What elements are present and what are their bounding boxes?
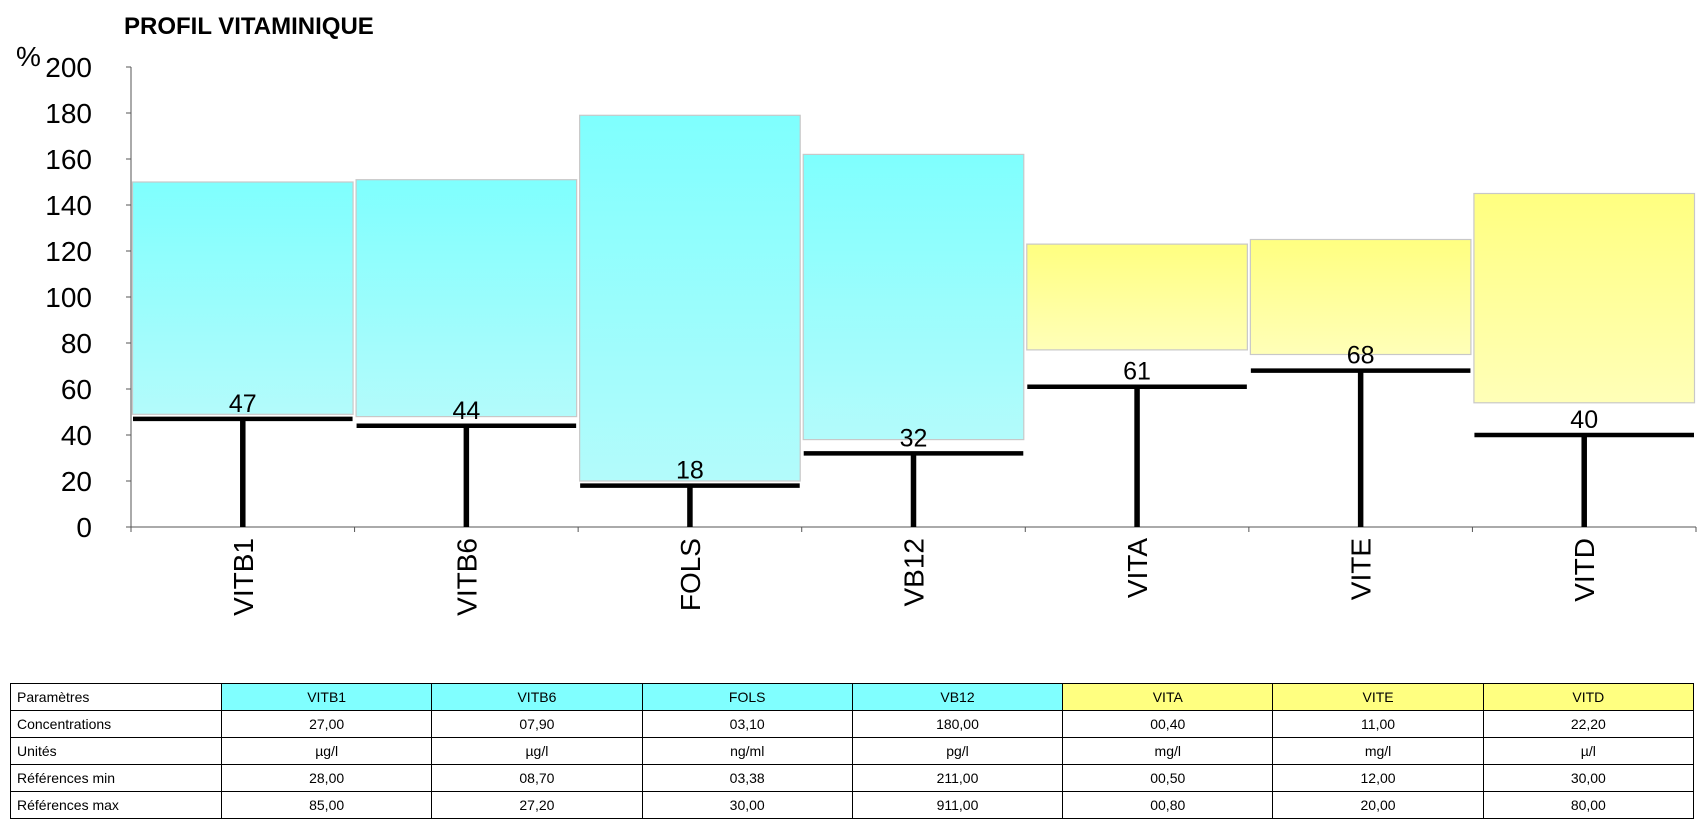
table-row: Concentrations 27,00 07,90 03,10 180,00 00,40… [10,710,1695,738]
y-tick-label: 120 [45,236,92,267]
table-cell: 22,20 [1482,710,1695,738]
table-cell: ng/ml [641,737,853,765]
reference-range-fols [579,114,801,482]
table-column-header: VITE [1272,683,1484,711]
parameters-table: Paramètres VITB1 VITB6 FOLS VB12 VITA VITE VITD… [10,683,1695,819]
value-label-vitb1: 47 [229,390,257,418]
y-tick-label: 80 [61,328,92,359]
value-label-fols: 18 [676,457,704,485]
y-tick-label: 100 [45,282,92,313]
value-label-vitb6: 44 [452,397,480,425]
table-row-label: Concentrations [10,710,222,738]
y-tick-label: 40 [61,420,92,451]
table-cell: 85,00 [220,791,433,819]
table-cell: 12,00 [1272,764,1484,792]
table-cell: 08,70 [431,764,643,792]
x-tick-label-vb12: VB12 [899,538,930,607]
table-cell: mg/l [1272,737,1484,765]
table-cell: pg/l [851,737,1064,765]
table-cell: 00,40 [1062,710,1274,738]
table-column-header: VITB6 [431,683,643,711]
reference-range-vitd [1473,192,1696,404]
reference-range-vitb1 [131,181,354,415]
table-cell: 211,00 [851,764,1064,792]
table-row: Unités µg/l µg/l ng/ml pg/l mg/l mg/l µ/l [10,737,1695,765]
table-row-label: Unités [10,737,222,765]
y-tick-label: 160 [45,144,92,175]
x-tick-label-vite: VITE [1346,538,1377,600]
value-markers: 47 44 18 32 61 68 40 [133,342,1694,527]
table-column-header: VITD [1482,683,1695,711]
value-label-vita: 61 [1123,358,1151,386]
table-column-header: FOLS [641,683,853,711]
table-column-header: VITA [1062,683,1274,711]
table-cell: µ/l [1482,737,1695,765]
table-cell: 00,50 [1062,764,1274,792]
y-tick-label: 60 [61,374,92,405]
reference-range-vite [1249,238,1472,356]
table-cell: µg/l [431,737,643,765]
table-cell: 07,90 [431,710,643,738]
table-cell: 30,00 [641,791,853,819]
table-row-label: Références max [10,791,222,819]
table-cell: 911,00 [851,791,1064,819]
x-tick-label-vita: VITA [1122,538,1153,598]
y-tick-label: 0 [76,512,92,543]
table-cell: 27,20 [431,791,643,819]
vitamin-profile-chart: PROFIL VITAMINIQUE % 0 20 40 60 80 100 120 140 1… [16,13,1697,616]
y-tick-label: 140 [45,190,92,221]
x-tick-label-vitb6: VITB6 [451,538,482,616]
x-tick-label-vitd: VITD [1569,538,1600,602]
table-column-header: VITB1 [220,683,433,711]
y-axis: 0 20 40 60 80 100 120 140 160 180 200 [45,52,132,543]
reference-range-vita [1026,243,1248,351]
table-row-label: Références min [10,764,222,792]
y-axis-unit: % [16,41,41,72]
table-cell: 00,80 [1062,791,1274,819]
value-label-vite: 68 [1347,342,1375,370]
table-cell: 20,00 [1272,791,1484,819]
x-tick-label-vitb1: VITB1 [228,538,259,616]
table-cell: 30,00 [1482,764,1695,792]
table-row: Références min 28,00 08,70 03,38 211,00 00,50… [10,764,1695,792]
table-cell: mg/l [1062,737,1274,765]
table-cell: 80,00 [1482,791,1695,819]
x-axis: VITB1 VITB6 FOLS VB12 VITA VITE VITD [130,526,1697,616]
y-tick-label: 180 [45,98,92,129]
y-tick-label: 200 [45,52,92,83]
value-label-vb12: 32 [900,424,928,452]
chart-title: PROFIL VITAMINIQUE [124,13,374,40]
reference-ranges [131,114,1696,482]
x-tick-label-fols: FOLS [675,538,706,611]
value-label-vitd: 40 [1570,406,1598,434]
reference-range-vb12 [802,153,1025,441]
table-header-row: Paramètres VITB1 VITB6 FOLS VB12 VITA VITE VITD [10,683,1695,711]
table-row: Références max 85,00 27,20 30,00 911,00 00,80… [10,791,1695,819]
table-cell: 11,00 [1272,710,1484,738]
table-cell: 180,00 [851,710,1064,738]
table-cell: 03,10 [641,710,853,738]
reference-range-vitb6 [355,179,578,418]
table-cell: 27,00 [220,710,433,738]
table-cell: 28,00 [220,764,433,792]
table-cell: µg/l [220,737,433,765]
table-cell: 03,38 [641,764,853,792]
y-tick-label: 20 [61,466,92,497]
table-row-label: Paramètres [10,683,222,711]
table-column-header: VB12 [851,683,1064,711]
